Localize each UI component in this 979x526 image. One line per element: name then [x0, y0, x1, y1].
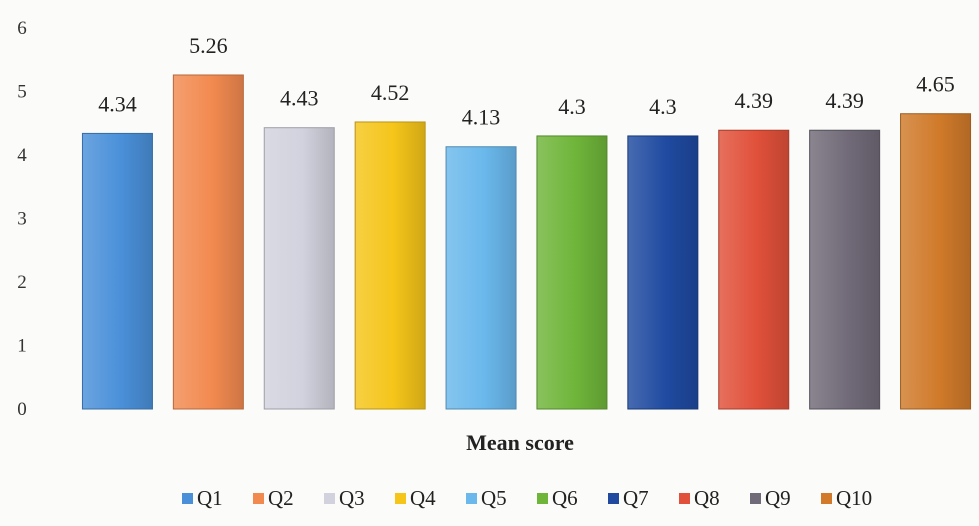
y-tick-label: 5 [17, 82, 27, 103]
legend-label: Q5 [481, 486, 507, 510]
bar-q2 [172, 74, 244, 410]
legend-item-q10: Q10 [821, 486, 872, 510]
value-label-q4: 4.52 [371, 80, 410, 105]
legend-label: Q6 [552, 486, 578, 510]
legend-label: Q9 [765, 486, 791, 510]
legend-item-q4: Q4 [395, 486, 436, 510]
value-label-q8: 4.39 [735, 88, 774, 113]
legend-swatch [395, 493, 406, 504]
y-tick-label: 2 [17, 272, 27, 293]
legend-swatch [750, 493, 761, 504]
legend-swatch [324, 493, 335, 504]
legend-swatch [253, 493, 264, 504]
y-tick-label: 4 [17, 145, 27, 166]
bar-q7 [627, 135, 699, 410]
bar-q4 [354, 121, 426, 410]
legend-swatch [608, 493, 619, 504]
value-label-q3: 4.43 [280, 86, 319, 111]
bar-q1 [81, 132, 153, 410]
legend-item-q1: Q1 [182, 486, 223, 510]
legend-swatch [537, 493, 548, 504]
bar-q6 [536, 135, 608, 410]
y-tick-label: 0 [17, 399, 27, 420]
y-tick-label: 6 [17, 18, 27, 39]
bar-q8 [718, 129, 790, 410]
legend-item-q7: Q7 [608, 486, 649, 510]
legend-swatch [466, 493, 477, 504]
legend-label: Q10 [836, 486, 872, 510]
y-tick-label: 1 [17, 336, 27, 357]
bars [81, 74, 972, 410]
legend-item-q6: Q6 [537, 486, 578, 510]
value-label-q2: 5.26 [189, 33, 228, 58]
bar-q3 [263, 127, 335, 410]
legend-swatch [821, 493, 832, 504]
value-label-q6: 4.3 [558, 94, 586, 119]
y-tick-label: 3 [17, 209, 27, 230]
legend-item-q8: Q8 [679, 486, 720, 510]
value-label-q1: 4.34 [98, 91, 137, 116]
bar-q5 [445, 146, 517, 410]
legend-label: Q8 [694, 486, 720, 510]
legend-item-q5: Q5 [466, 486, 507, 510]
value-label-q9: 4.39 [825, 88, 864, 113]
legend-label: Q4 [410, 486, 436, 510]
y-axis: 0 1 2 3 4 5 6 [17, 18, 27, 420]
bar-q9 [809, 129, 881, 410]
bar-q10 [900, 113, 972, 410]
legend-label: Q3 [339, 486, 365, 510]
legend-item-q9: Q9 [750, 486, 791, 510]
x-axis-label: Mean score [466, 430, 574, 455]
legend-item-q3: Q3 [324, 486, 365, 510]
legend-label: Q1 [197, 486, 223, 510]
legend-swatch [182, 493, 193, 504]
legend: Q1 Q2 Q3 Q4 Q5 Q6 Q7 Q8 Q9 Q10 [182, 486, 872, 510]
value-label-q10: 4.65 [916, 72, 955, 97]
value-label-q5: 4.13 [462, 105, 501, 130]
value-labels: 4.34 5.26 4.43 4.52 4.13 4.3 4.3 4.39 4.39 4.65 [98, 33, 955, 130]
value-label-q7: 4.3 [649, 94, 677, 119]
legend-swatch [679, 493, 690, 504]
legend-item-q2: Q2 [253, 486, 294, 510]
legend-label: Q2 [268, 486, 294, 510]
legend-label: Q7 [623, 486, 649, 510]
